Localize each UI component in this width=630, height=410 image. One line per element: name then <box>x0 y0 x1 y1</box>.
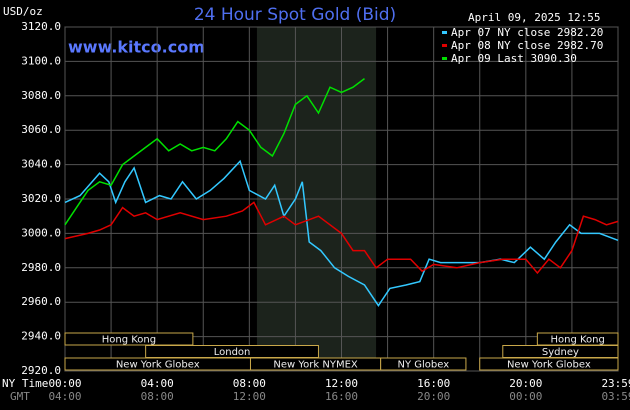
legend-entry: Apr 07 NY close 2982.20 <box>451 26 603 39</box>
legend-entry: Apr 09 Last 3090.30 <box>451 52 577 65</box>
y-tick-label: 2940.0 <box>21 330 61 343</box>
y-tick-label: 2920.0 <box>21 364 61 377</box>
x2-tick-label: 03:59 <box>601 390 630 403</box>
x2-tick-label: 12:00 <box>233 390 266 403</box>
y-tick-label: 3100.0 <box>21 54 61 67</box>
session-label: London <box>214 347 251 358</box>
x2-tick-label: 20:00 <box>417 390 450 403</box>
x-tick-label: 08:00 <box>233 377 266 390</box>
series-line <box>64 77 365 226</box>
y-tick-label: 3040.0 <box>21 158 61 171</box>
legend-swatch <box>442 57 447 60</box>
x2-tick-label: 16:00 <box>325 390 358 403</box>
session-label: New York NYMEX <box>273 360 358 371</box>
session-label: Hong Kong <box>550 335 604 346</box>
x2-tick-label: 04:00 <box>48 390 81 403</box>
x-row-label: NY Time <box>2 377 48 390</box>
series-line <box>64 201 619 275</box>
y-tick-label: 3060.0 <box>21 123 61 136</box>
x-tick-label: 23:59 <box>601 377 630 390</box>
y-tick-label: 3000.0 <box>21 226 61 239</box>
y-tick-label: 3080.0 <box>21 89 61 102</box>
y-tick-label: 2960.0 <box>21 295 61 308</box>
watermark: www.kitco.com <box>68 38 205 57</box>
session-box <box>380 357 467 371</box>
legend-swatch <box>442 31 447 34</box>
series-line <box>64 159 619 307</box>
x-tick-label: 12:00 <box>325 377 358 390</box>
session-box <box>479 357 619 371</box>
session-box <box>64 332 194 346</box>
x2-row-label: GMT <box>10 390 30 403</box>
y-tick-label: 3120.0 <box>21 20 61 33</box>
timestamp: April 09, 2025 12:55 <box>468 11 600 24</box>
x2-tick-label: 00:00 <box>509 390 542 403</box>
chart-title: 24 Hour Spot Gold (Bid) <box>194 5 396 25</box>
x-tick-label: 00:00 <box>48 377 81 390</box>
x-tick-label: 16:00 <box>417 377 450 390</box>
y-tick-label: 3020.0 <box>21 192 61 205</box>
legend-swatch <box>442 44 447 47</box>
y-tick-label: 2980.0 <box>21 261 61 274</box>
y-axis-label: USD/oz <box>3 5 43 18</box>
session-label: New York Globex <box>116 360 200 371</box>
session-label: Hong Kong <box>102 335 156 346</box>
legend-entry: Apr 08 NY close 2982.70 <box>451 39 603 52</box>
x-tick-label: 20:00 <box>509 377 542 390</box>
session-label: New York Globex <box>507 360 591 371</box>
x-tick-label: 04:00 <box>141 377 174 390</box>
x2-tick-label: 08:00 <box>141 390 174 403</box>
session-label: Sydney <box>542 347 579 358</box>
session-label: NY Globex <box>397 360 449 371</box>
